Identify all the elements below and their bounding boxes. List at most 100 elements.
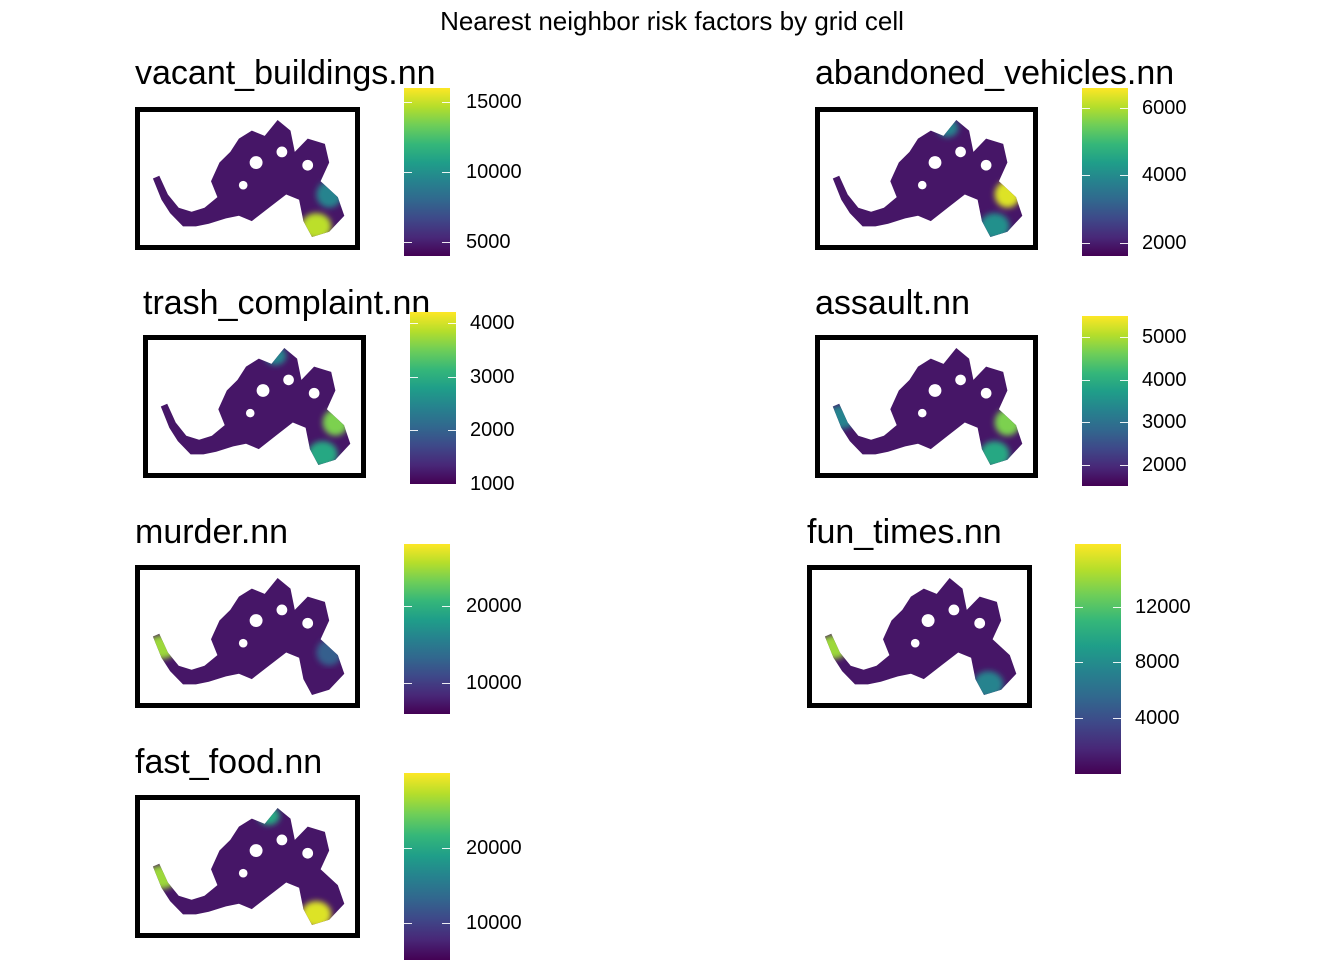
map-gap	[928, 156, 942, 169]
legend-tick-mark	[1082, 108, 1090, 109]
legend-tick-mark	[1113, 607, 1121, 608]
panel-title: fast_food.nn	[135, 743, 323, 781]
legend-tick-mark	[442, 242, 450, 243]
legend-tick-label: 1000	[470, 473, 515, 495]
legend-tick-mark	[1120, 380, 1128, 381]
legend-tick-mark	[442, 172, 450, 173]
hotspot-southeast-arm	[301, 901, 332, 925]
legend-tick-mark	[1082, 380, 1090, 381]
legend-colorbar	[1075, 544, 1121, 774]
map-gap	[238, 180, 248, 190]
hotspot-east-edge	[994, 181, 1021, 208]
map-frame	[135, 795, 360, 938]
legend-tick-mark	[1082, 243, 1090, 244]
map-frame	[135, 565, 360, 708]
legend-colorbar	[404, 773, 450, 960]
legend-tick-label: 4000	[1142, 369, 1187, 391]
legend-tick-label: 3000	[470, 366, 515, 388]
map-gap	[955, 374, 966, 386]
legend-tick-label: 5000	[1142, 326, 1187, 348]
color-legend	[1082, 88, 1128, 256]
hotspot-north-lobe	[258, 808, 280, 826]
legend-tick-label: 4000	[1135, 707, 1180, 729]
map-gap	[302, 159, 314, 171]
legend-tick-mark	[1075, 607, 1083, 608]
color-legend	[410, 312, 456, 484]
legend-tick-mark	[1075, 662, 1083, 663]
map-frame	[135, 107, 360, 250]
map-gap	[283, 374, 294, 386]
map-gap	[249, 844, 263, 857]
map-gap	[238, 638, 248, 648]
legend-tick-label: 6000	[1142, 97, 1187, 119]
panel-title: assault.nn	[815, 284, 970, 322]
legend-tick-mark	[1113, 662, 1121, 663]
legend-tick-label: 4000	[1142, 164, 1187, 186]
legend-tick-mark	[410, 484, 418, 485]
city-map	[152, 808, 345, 925]
legend-tick-label: 4000	[470, 312, 515, 334]
map-gap	[249, 156, 263, 169]
legend-tick-mark	[1082, 175, 1090, 176]
legend-tick-mark	[1120, 243, 1128, 244]
legend-tick-mark	[404, 242, 412, 243]
map-gap	[276, 604, 288, 616]
map-gap	[910, 638, 920, 648]
hotspot-north-lobe	[265, 348, 287, 366]
map-frame	[143, 335, 366, 478]
legend-tick-mark	[1113, 718, 1121, 719]
hotspot-southeast-arm	[301, 213, 332, 237]
panel-title: trash_complaint.nn	[143, 284, 431, 322]
map-gap	[928, 384, 942, 397]
map-frame	[807, 565, 1032, 708]
map-gap	[276, 146, 288, 158]
map-frame	[815, 107, 1038, 250]
hotspot-southeast-arm	[979, 213, 1010, 237]
city-map	[152, 120, 345, 237]
legend-tick-label: 2000	[1142, 454, 1187, 476]
legend-tick-mark	[442, 848, 450, 849]
hotspot-west-tail	[832, 405, 857, 430]
legend-tick-label: 20000	[466, 595, 522, 617]
legend-tick-mark	[1120, 465, 1128, 466]
legend-tick-mark	[442, 683, 450, 684]
legend-tick-label: 2000	[1142, 232, 1187, 254]
figure-title: Nearest neighbor risk factors by grid ce…	[440, 6, 904, 36]
legend-tick-mark	[404, 848, 412, 849]
legend-tick-mark	[448, 323, 456, 324]
legend-tick-label: 8000	[1135, 651, 1180, 673]
legend-tick-label: 2000	[470, 419, 515, 441]
legend-tick-mark	[1120, 337, 1128, 338]
legend-tick-mark	[1082, 337, 1090, 338]
map-gap	[917, 408, 927, 418]
legend-tick-label: 15000	[466, 91, 522, 113]
legend-tick-mark	[404, 923, 412, 924]
color-legend	[1082, 316, 1128, 486]
legend-colorbar	[1082, 88, 1128, 256]
map-gap	[249, 614, 263, 627]
legend-tick-mark	[410, 430, 418, 431]
hotspot-southeast-arm	[979, 441, 1010, 465]
legend-tick-mark	[442, 606, 450, 607]
legend-tick-mark	[410, 377, 418, 378]
legend-tick-label: 20000	[466, 837, 522, 859]
panel-title: vacant_buildings.nn	[135, 54, 436, 92]
legend-tick-mark	[1082, 465, 1090, 466]
color-legend	[404, 544, 450, 714]
legend-tick-label: 12000	[1135, 596, 1191, 618]
legend-tick-mark	[448, 484, 456, 485]
panel-title: fun_times.nn	[807, 513, 1002, 551]
map-gap	[238, 868, 248, 878]
hotspot-west-tail	[152, 865, 177, 890]
legend-tick-label: 10000	[466, 912, 522, 934]
legend-tick-mark	[448, 377, 456, 378]
panel-title: murder.nn	[135, 513, 289, 551]
legend-tick-mark	[448, 430, 456, 431]
hotspot-north-lobe	[937, 120, 959, 138]
legend-tick-mark	[1120, 422, 1128, 423]
legend-tick-mark	[1075, 718, 1083, 719]
legend-tick-label: 5000	[466, 231, 511, 253]
legend-tick-mark	[404, 683, 412, 684]
legend-tick-mark	[410, 323, 418, 324]
hotspot-west-tail	[824, 635, 849, 660]
